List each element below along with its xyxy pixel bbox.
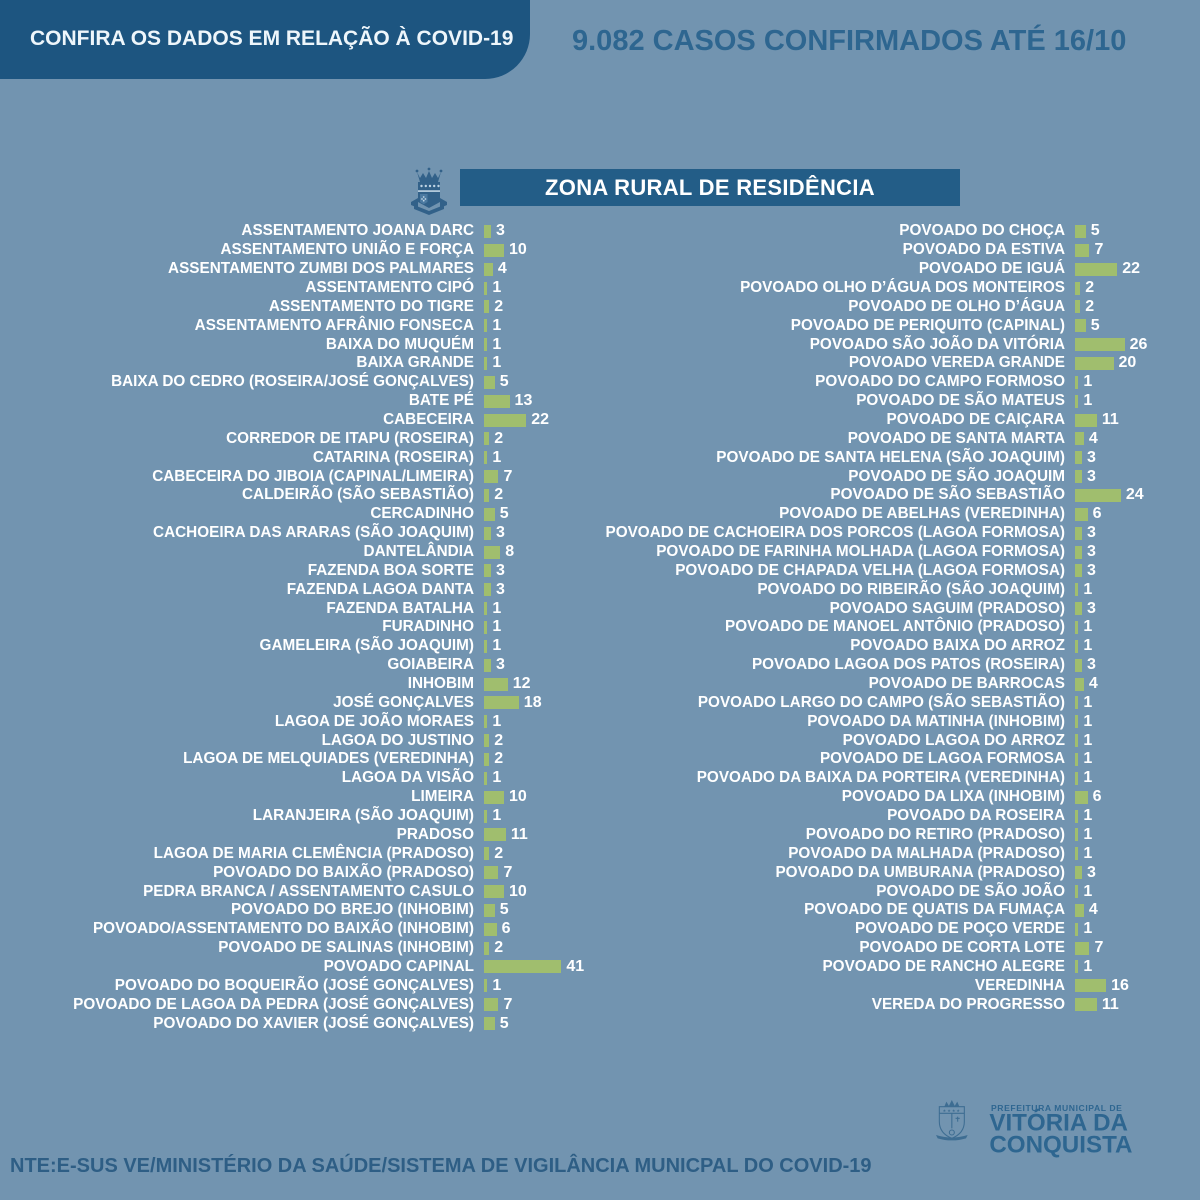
svg-text:CONQUISTA: CONQUISTA — [989, 1132, 1132, 1158]
svg-text:★: ★ — [956, 1108, 960, 1113]
svg-text:★: ★ — [947, 1108, 951, 1113]
svg-text:★: ★ — [952, 1108, 956, 1113]
svg-text:★: ★ — [943, 1108, 947, 1113]
